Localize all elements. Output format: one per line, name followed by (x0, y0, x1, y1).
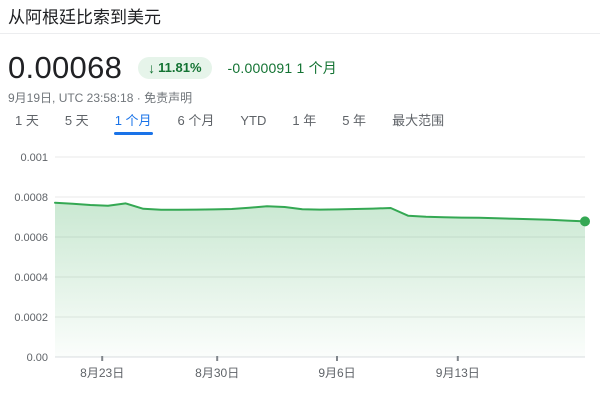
tab-1m[interactable]: 1 个月 (113, 111, 153, 138)
change-absolute: -0.000091 1 个月 (228, 58, 337, 78)
price-row: 0.00068 ↓ 11.81% -0.000091 1 个月 (8, 52, 592, 83)
change-percent-badge: ↓ 11.81% (138, 56, 212, 79)
svg-text:9月13日: 9月13日 (436, 366, 480, 380)
change-percent: 11.81% (158, 59, 202, 75)
tab-5d[interactable]: 5 天 (64, 111, 90, 138)
svg-text:0.00: 0.00 (27, 352, 48, 364)
chart-area[interactable]: 0.001 0.0008 0.0006 0.0004 0.0002 0.00 8月23日 8月… (0, 144, 600, 400)
current-price: 0.00068 (8, 50, 123, 85)
disclaimer-link[interactable]: 免责声明 (144, 91, 193, 105)
separator: · (136, 91, 141, 105)
page-title: 从阿根廷比索到美元 (8, 8, 161, 27)
down-arrow-icon: ↓ (148, 59, 156, 76)
quote-meta: 9月19日, UTC 23:58:18 · 免责声明 (8, 91, 592, 105)
svg-text:0.0002: 0.0002 (14, 312, 48, 324)
tab-5y[interactable]: 5 年 (341, 111, 367, 138)
header: 从阿根廷比索到美元 (0, 0, 600, 34)
tab-1y[interactable]: 1 年 (291, 111, 317, 138)
change-value: -0.000091 (227, 59, 293, 76)
svg-text:0.001: 0.001 (20, 152, 48, 164)
tab-1d[interactable]: 1 天 (14, 111, 40, 138)
svg-text:0.0006: 0.0006 (14, 232, 48, 244)
quote-section: 0.00068 ↓ 11.81% -0.000091 1 个月 9月19日, U… (0, 34, 600, 105)
range-tabs: 1 天 5 天 1 个月 6 个月 YTD 1 年 5 年 最大范围 (0, 111, 600, 138)
timestamp: 9月19日, UTC 23:58:18 (8, 91, 134, 105)
tab-6m[interactable]: 6 个月 (177, 111, 216, 138)
tab-ytd[interactable]: YTD (239, 111, 267, 138)
svg-text:9月6日: 9月6日 (318, 366, 355, 380)
price-chart[interactable]: 0.001 0.0008 0.0006 0.0004 0.0002 0.00 8月23日 8月… (0, 144, 600, 400)
svg-text:0.0004: 0.0004 (14, 272, 48, 284)
svg-text:8月30日: 8月30日 (195, 366, 239, 380)
svg-text:0.0008: 0.0008 (14, 192, 48, 204)
change-period: 1 个月 (296, 59, 337, 76)
svg-text:8月23日: 8月23日 (80, 366, 124, 380)
tab-max[interactable]: 最大范围 (391, 111, 445, 138)
